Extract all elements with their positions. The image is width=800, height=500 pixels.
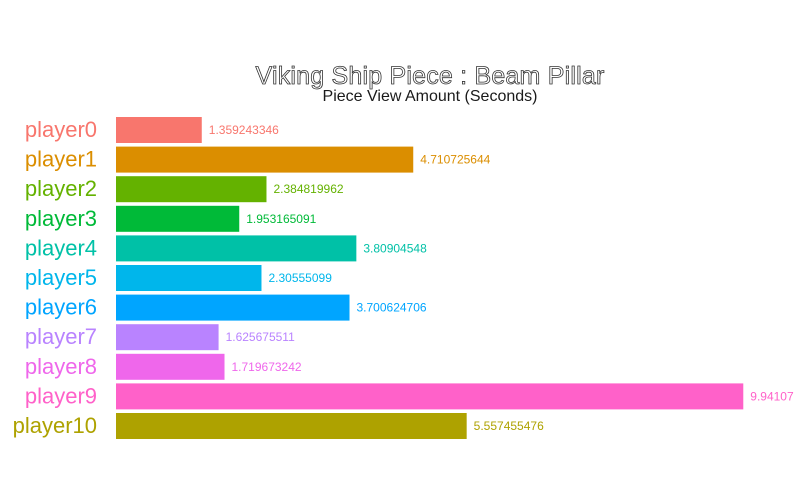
chart-title: Viking Ship Piece : Beam Pillar	[255, 62, 605, 91]
category-label-player8: player8	[25, 354, 97, 379]
value-label-player8: 1.719673242	[232, 360, 302, 374]
bar-player5	[116, 265, 262, 291]
category-label-player6: player6	[25, 295, 97, 320]
value-label-player5: 2.30555099	[268, 271, 332, 285]
bar-player1	[116, 146, 414, 173]
category-label-player5: player5	[25, 265, 97, 290]
value-label-player10: 5.557455476	[474, 419, 544, 433]
category-label-player9: player9	[25, 383, 97, 408]
bar-player0	[116, 117, 202, 143]
category-label-player3: player3	[25, 206, 97, 231]
bar-player2	[116, 176, 267, 203]
category-label-player10: player10	[13, 413, 97, 438]
value-label-player3: 1.953165091	[246, 212, 316, 226]
value-label-player7: 1.625675511	[226, 330, 296, 344]
category-label-player4: player4	[25, 235, 97, 260]
value-label-player6: 3.700624706	[357, 301, 427, 315]
bar-player6	[116, 294, 350, 321]
bar-player4	[116, 235, 357, 262]
value-label-player9: 9.94107	[750, 389, 794, 403]
value-label-player2: 2.384819962	[273, 182, 343, 196]
bar-player10	[116, 413, 467, 439]
value-label-player1: 4.710725644	[420, 153, 490, 167]
chart-subtitle: Piece View Amount (Seconds)	[322, 88, 538, 105]
category-label-player0: player0	[25, 117, 97, 142]
category-label-player1: player1	[25, 147, 97, 172]
value-label-player4: 3.80904548	[363, 241, 427, 255]
category-label-player7: player7	[25, 324, 97, 349]
value-label-player0: 1.359243346	[209, 123, 279, 137]
bar-player3	[116, 205, 240, 232]
bar-player8	[116, 353, 225, 380]
bar-player9	[116, 383, 744, 410]
bar-player7	[116, 324, 219, 351]
category-label-player2: player2	[25, 176, 97, 201]
